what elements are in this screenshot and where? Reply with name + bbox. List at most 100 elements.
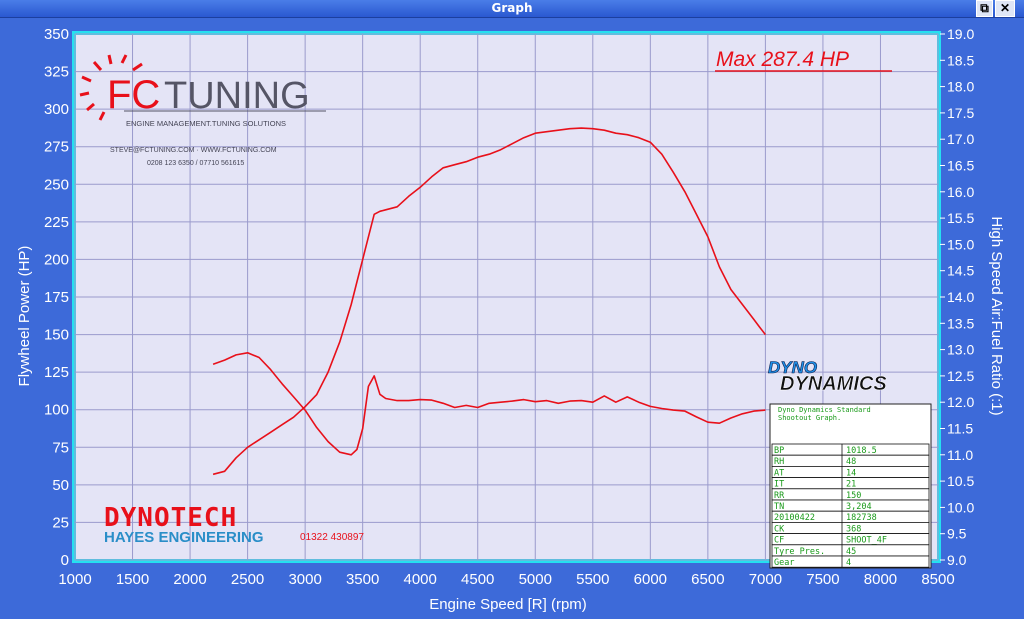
dyno-dynamics-line2: DYNAMICS bbox=[780, 373, 887, 395]
info-row-value: 3,204 bbox=[846, 502, 872, 512]
y-right-tick-label: 17.5 bbox=[947, 105, 974, 121]
info-row-key: CK bbox=[774, 524, 785, 534]
x-tick-label: 8500 bbox=[921, 571, 954, 588]
info-row-key: TN bbox=[774, 502, 784, 512]
x-tick-label: 1000 bbox=[58, 571, 91, 588]
x-tick-label: 8000 bbox=[864, 571, 897, 588]
y-left-tick-label: 350 bbox=[44, 26, 69, 43]
info-row-key: CF bbox=[774, 536, 784, 546]
afr-series-line bbox=[212, 351, 766, 456]
y-left-tick-label: 50 bbox=[52, 477, 69, 494]
x-tick-label: 5500 bbox=[576, 571, 609, 588]
info-row-value: 182738 bbox=[846, 513, 877, 523]
info-row-value: 45 bbox=[846, 547, 856, 557]
plot-border bbox=[72, 31, 941, 563]
fc-burst-icon bbox=[79, 54, 143, 121]
y-right-tick-label: 14.0 bbox=[947, 289, 974, 305]
x-tick-label: 6500 bbox=[691, 571, 724, 588]
info-row-cell bbox=[771, 555, 930, 568]
close-button[interactable]: ✕ bbox=[995, 0, 1015, 17]
x-tick-label: 3000 bbox=[288, 571, 321, 588]
dynotech-phone: 01322 430897 bbox=[300, 532, 364, 543]
y-right-tick-label: 17.0 bbox=[947, 131, 974, 147]
y-right-axis-ticks: 9.0 9.5 10.0 10.5 11.0 11.5 12.0 12.5 13.0 13.5 14… bbox=[940, 26, 974, 568]
info-box: Dyno Dynamics Standard Shootout Graph. B… bbox=[769, 403, 932, 569]
x-tick-label: 7000 bbox=[749, 571, 782, 588]
y-right-axis-label: High Speed Air:Fuel Ratio (:1) bbox=[988, 216, 1005, 415]
y-left-tick-label: 25 bbox=[52, 514, 69, 531]
info-row-key: Tyre Pres. bbox=[774, 547, 825, 557]
dynotech-name: DYNOTECH bbox=[104, 503, 237, 533]
fc-tuning-logo: FC TUNING ENGINE MANAGEMENT.TUNING SOLUT… bbox=[79, 54, 326, 167]
x-tick-label: 4000 bbox=[404, 571, 437, 588]
restore-button[interactable]: ⧉ bbox=[976, 0, 993, 17]
x-tick-label: 4500 bbox=[461, 571, 494, 588]
y-left-tick-label: 75 bbox=[52, 439, 69, 456]
x-tick-label: 5000 bbox=[519, 571, 552, 588]
info-box-title-1: Dyno Dynamics Standard bbox=[778, 406, 871, 414]
info-row-value: 21 bbox=[846, 480, 856, 490]
info-row-key: RH bbox=[774, 457, 784, 467]
info-row-key: Gear bbox=[774, 558, 794, 568]
y-left-axis-label: Flywheel Power (HP) bbox=[16, 246, 33, 387]
y-left-tick-label: 225 bbox=[44, 214, 69, 231]
y-right-tick-label: 14.5 bbox=[947, 263, 974, 279]
info-row-value: 150 bbox=[846, 491, 861, 501]
info-row-key: IT bbox=[774, 480, 784, 490]
x-tick-label: 2000 bbox=[173, 571, 206, 588]
fc-logo-contact-1: STEVE@FCTUNING.COM · WWW.FCTUNING.COM bbox=[110, 147, 277, 154]
x-tick-label: 1500 bbox=[116, 571, 149, 588]
x-tick-label: 3500 bbox=[346, 571, 379, 588]
x-tick-label: 2500 bbox=[231, 571, 264, 588]
y-right-tick-label: 19.0 bbox=[947, 26, 974, 42]
y-right-tick-label: 16.5 bbox=[947, 158, 974, 174]
dyno-dynamics-line1: DYNO bbox=[768, 358, 817, 377]
y-right-tick-label: 13.5 bbox=[947, 315, 974, 331]
y-left-tick-label: 275 bbox=[44, 139, 69, 156]
y-right-tick-label: 16.0 bbox=[947, 184, 974, 200]
y-right-tick-label: 12.5 bbox=[947, 368, 974, 384]
info-row-value: 4 bbox=[846, 558, 851, 568]
x-tick-label: 6000 bbox=[634, 571, 667, 588]
y-right-tick-label: 9.5 bbox=[947, 526, 967, 542]
y-right-tick-label: 11.5 bbox=[947, 421, 973, 437]
chart-grid bbox=[74, 33, 939, 561]
y-left-tick-label: 300 bbox=[44, 101, 69, 118]
info-row-value: SHOOT_4F bbox=[846, 536, 887, 546]
dynotech-logo: DYNOTECH HAYES ENGINEERING 01322 430897 bbox=[104, 503, 364, 546]
y-left-tick-label: 175 bbox=[44, 289, 69, 306]
dyno-chart: 1000 1500 2000 2500 3000 3500 4000 4500 5000 5500… bbox=[16, 26, 1005, 613]
info-row-value: 368 bbox=[846, 524, 861, 534]
info-row-key: RR bbox=[774, 491, 785, 501]
y-left-tick-label: 100 bbox=[44, 402, 69, 419]
x-axis-label: Engine Speed [R] (rpm) bbox=[429, 596, 587, 613]
y-left-tick-label: 325 bbox=[44, 64, 69, 81]
info-row-key: AT bbox=[774, 468, 784, 478]
y-right-tick-label: 18.5 bbox=[947, 52, 974, 68]
window-title: Graph bbox=[491, 1, 533, 15]
y-right-tick-label: 15.0 bbox=[947, 236, 974, 252]
info-row-key: 20100422 bbox=[774, 513, 815, 523]
y-right-tick-label: 11.0 bbox=[947, 447, 973, 463]
y-left-tick-label: 250 bbox=[44, 176, 69, 193]
x-tick-label: 7500 bbox=[806, 571, 839, 588]
info-row-value: 14 bbox=[846, 468, 856, 478]
x-axis-ticks: 1000 1500 2000 2500 3000 3500 4000 4500 5000 5500… bbox=[58, 571, 954, 588]
window-titlebar: Graph ⧉ ✕ bbox=[0, 0, 1024, 18]
y-left-tick-label: 0 bbox=[61, 552, 69, 569]
dynotech-sub: HAYES ENGINEERING bbox=[104, 529, 264, 546]
y-right-tick-label: 10.0 bbox=[947, 499, 974, 515]
info-box-rows: BP 1018.5 RH 48 AT 14 IT 21 RR 150 TN 3,204 20100422… bbox=[771, 443, 930, 568]
fc-logo-tagline: ENGINE MANAGEMENT.TUNING SOLUTIONS bbox=[126, 119, 286, 128]
fc-logo-contact-2: 0208 123 6350 / 07710 561615 bbox=[147, 160, 244, 167]
y-left-axis-ticks: 0 25 50 75 100 125 150 175 200 225 250 275 300 325 350 bbox=[44, 26, 69, 569]
y-right-tick-label: 9.0 bbox=[947, 552, 967, 568]
y-left-tick-label: 125 bbox=[44, 364, 69, 381]
y-left-tick-label: 150 bbox=[44, 327, 69, 344]
fc-logo-tuning: TUNING bbox=[164, 75, 310, 117]
y-right-tick-label: 10.5 bbox=[947, 473, 974, 489]
y-right-tick-label: 13.0 bbox=[947, 342, 974, 358]
dyno-dynamics-logo: DYNO DYNAMICS bbox=[768, 358, 888, 396]
info-row-key: BP bbox=[774, 446, 784, 456]
fc-logo-fc: FC bbox=[107, 73, 160, 117]
